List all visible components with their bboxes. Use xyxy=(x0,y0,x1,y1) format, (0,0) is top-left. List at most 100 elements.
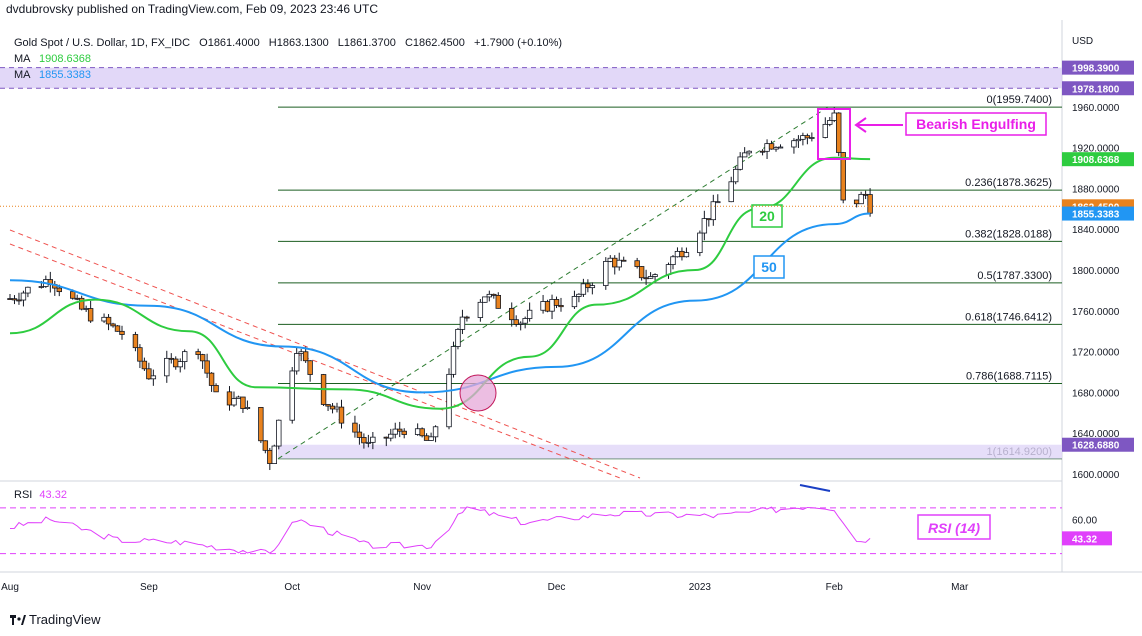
candle-body xyxy=(683,252,690,258)
pattern-label-box xyxy=(905,112,1047,136)
candle-body xyxy=(733,168,739,183)
time-label: 2023 xyxy=(689,582,712,593)
candle-body xyxy=(195,351,201,355)
candle-body xyxy=(168,357,174,360)
candle-body xyxy=(768,143,775,150)
candle-body xyxy=(697,232,703,254)
price-tick-label: 1600.0000 xyxy=(1072,470,1120,481)
candle-body xyxy=(831,112,837,121)
candle-body xyxy=(208,372,215,386)
candle-body xyxy=(132,334,139,349)
rsi-line xyxy=(9,506,871,554)
candle-body xyxy=(862,193,869,196)
candle-body xyxy=(741,152,748,158)
pointer-arrow-head xyxy=(854,117,867,133)
candle-body xyxy=(182,351,188,363)
candle-body xyxy=(137,347,143,362)
candle-body xyxy=(795,138,802,142)
candle-body xyxy=(746,150,752,154)
candle-body xyxy=(226,391,233,406)
time-label: Aug xyxy=(1,582,19,593)
candle-body xyxy=(540,301,546,311)
candle-body xyxy=(773,147,779,150)
candle-body xyxy=(146,368,152,380)
price-tag-label: 1998.3900 xyxy=(1072,64,1120,75)
candle-body xyxy=(101,316,107,322)
candle-body xyxy=(7,298,13,300)
candle-body xyxy=(298,351,304,354)
candle-body xyxy=(11,298,18,301)
candle-body xyxy=(491,293,497,296)
candle-body xyxy=(486,293,493,298)
candle-body xyxy=(213,385,219,393)
brand-footer: TradingView xyxy=(10,612,101,627)
fib-label: 0.236(1878.3625) xyxy=(965,177,1052,189)
candle-body xyxy=(450,346,457,375)
time-axis[interactable]: Aug Sep Oct Nov Dec 2023 Feb Mar xyxy=(1,582,969,593)
candle-body xyxy=(289,370,295,421)
candle-body xyxy=(526,309,533,319)
candle-body xyxy=(558,305,564,308)
price-tag-bg xyxy=(1062,81,1134,96)
candle-body xyxy=(800,135,806,140)
candle-body xyxy=(715,201,721,204)
price-tag-bg xyxy=(1062,206,1134,221)
candle-body xyxy=(643,277,649,280)
candle-body xyxy=(240,396,246,409)
candle-body xyxy=(114,325,121,332)
candle-body xyxy=(38,286,45,288)
candle-body xyxy=(777,146,784,149)
price-tag-label: 1855.3383 xyxy=(1072,210,1120,221)
candle-body xyxy=(141,360,148,370)
candle-body xyxy=(401,430,407,435)
candle-body xyxy=(804,135,811,139)
candle-body xyxy=(647,276,654,279)
candle-body xyxy=(293,353,300,372)
candle-body xyxy=(840,152,846,201)
price-tick-label: 1920.0000 xyxy=(1072,144,1120,155)
fib-label: 0(1959.7400) xyxy=(987,94,1052,106)
candle-body xyxy=(791,140,797,148)
fibonacci-retracement: 0(1959.7400) 0.236(1878.3625) 0.382(1828.0… xyxy=(278,94,1062,460)
candle-body xyxy=(173,358,179,368)
candle-body xyxy=(338,406,345,424)
candle-body xyxy=(150,375,157,380)
candle-body xyxy=(83,308,89,310)
legend-symbol: Gold Spot / U.S. Dollar, 1D, FX_IDC O186… xyxy=(14,37,562,49)
ma50-line xyxy=(9,212,871,394)
price-tick-label: 1640.0000 xyxy=(1072,429,1120,440)
engulfing-box xyxy=(817,108,851,160)
candle-body xyxy=(495,294,501,309)
candle-body xyxy=(571,296,578,308)
price-tick-label: 1680.0000 xyxy=(1072,388,1120,399)
brand-name: TradingView xyxy=(29,612,101,627)
time-label: Mar xyxy=(951,582,969,593)
candle-body xyxy=(517,322,524,325)
ma50-label: 50 xyxy=(761,259,777,275)
price-tag-bg xyxy=(1062,60,1134,75)
candle-body xyxy=(679,250,685,258)
candle-body xyxy=(87,308,94,322)
candle-body xyxy=(204,360,210,374)
price-tag-label: 1908.6368 xyxy=(1072,155,1120,166)
price-tag-bg xyxy=(1062,152,1134,167)
time-label: Feb xyxy=(826,582,844,593)
price-tick-label: 1840.0000 xyxy=(1072,225,1120,236)
candle-body xyxy=(446,373,452,428)
candle-body xyxy=(271,445,277,464)
candle-body xyxy=(867,194,873,214)
ma50-label-box xyxy=(753,255,785,279)
price-axis[interactable]: 1960.0000 1920.0000 1880.0000 1840.0000 1800… xyxy=(1072,103,1120,481)
candle-body xyxy=(612,257,618,268)
candle-body xyxy=(822,123,828,138)
resistance-zone xyxy=(0,67,1062,89)
legend-ma20: MA 1908.6368 xyxy=(14,53,91,65)
support-zone xyxy=(278,444,1062,459)
candle-body xyxy=(764,143,770,152)
candle-body xyxy=(276,419,282,447)
candle-body xyxy=(352,422,358,433)
candle-body xyxy=(836,112,842,153)
rsi-axis-tick: 60.00 xyxy=(1072,515,1097,526)
candle-body xyxy=(74,297,80,300)
